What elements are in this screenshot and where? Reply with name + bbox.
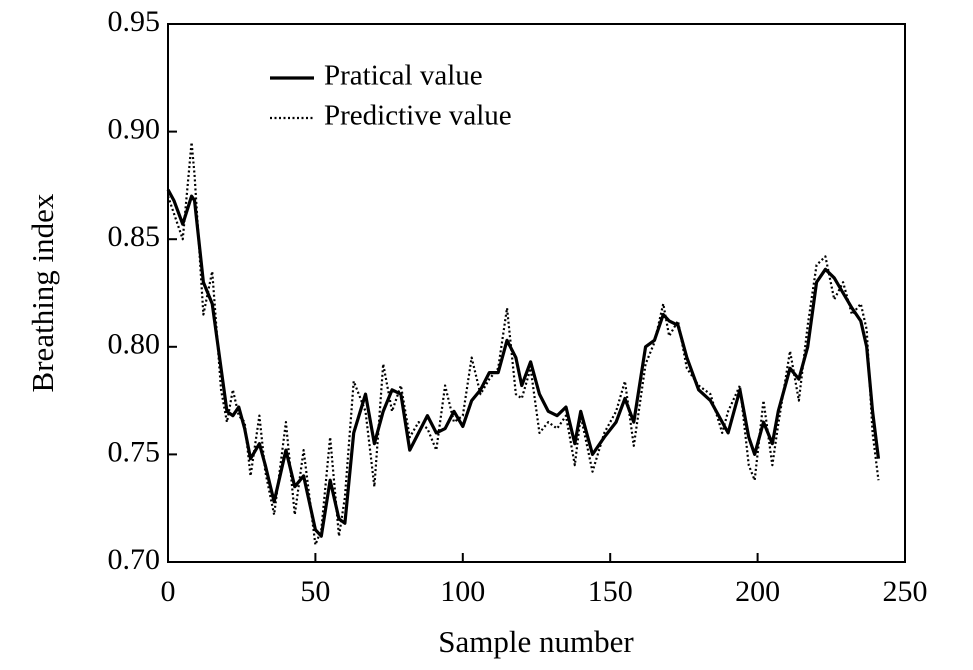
x-tick-label: 100 <box>440 575 485 608</box>
x-tick-label: 50 <box>300 575 330 608</box>
legend-label: Pratical value <box>324 60 483 92</box>
x-axis-title: Sample number <box>438 624 634 659</box>
y-tick-label: 0.85 <box>108 220 161 253</box>
legend-label: Predictive value <box>324 100 512 132</box>
series-line <box>166 141 880 546</box>
x-tick-label: 150 <box>588 575 633 608</box>
plot-frame <box>167 23 906 563</box>
y-tick-label: 0.70 <box>108 543 161 576</box>
y-tick-label: 0.95 <box>108 5 161 38</box>
y-tick-label: 0.75 <box>108 435 161 468</box>
x-tick-label: 0 <box>161 575 176 608</box>
x-tick-label: 200 <box>735 575 780 608</box>
x-tick-label: 250 <box>883 575 928 608</box>
y-tick-label: 0.80 <box>108 328 161 361</box>
y-axis-title: Breathing index <box>25 193 60 392</box>
y-tick-label: 0.90 <box>108 112 161 145</box>
series-line <box>166 188 881 538</box>
